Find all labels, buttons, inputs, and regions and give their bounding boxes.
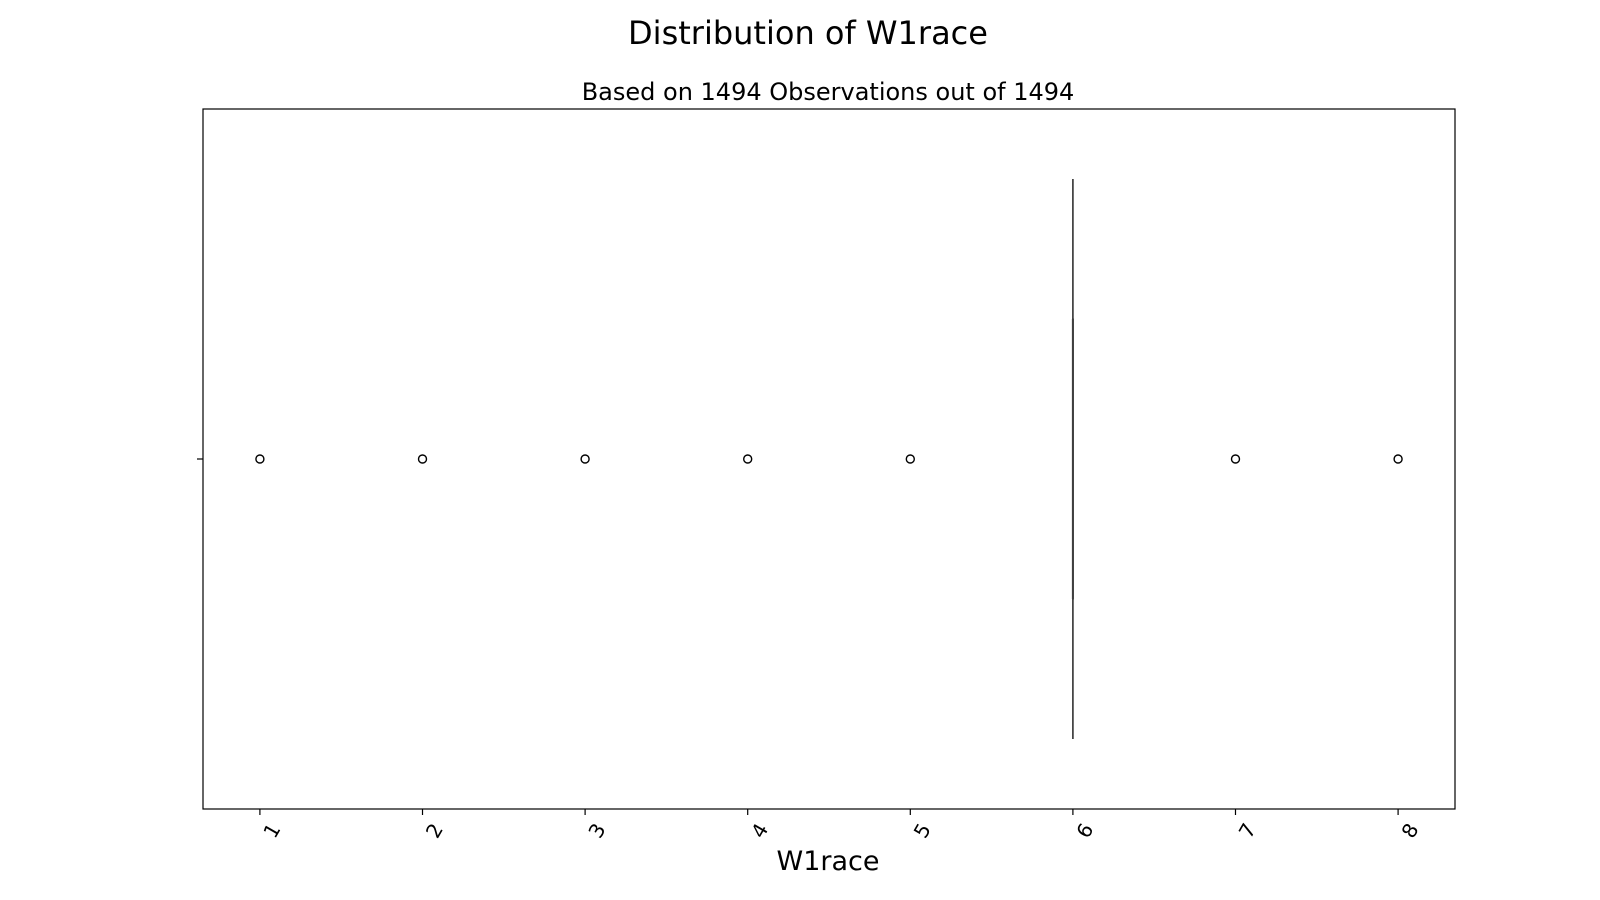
outlier-points — [255, 454, 1403, 464]
chart-title: Distribution of W1race — [628, 14, 988, 52]
outlier-point — [1230, 454, 1241, 464]
x-tick-label: 5 — [909, 819, 936, 842]
x-tick-label: 4 — [746, 819, 773, 842]
outlier-point — [255, 454, 265, 464]
outlier-point — [743, 454, 753, 464]
chart-subtitle: Based on 1494 Observations out of 1494 — [582, 78, 1075, 106]
plot-area-frame — [202, 108, 1456, 810]
x-tick-label: 6 — [1071, 819, 1098, 842]
outlier-point — [417, 454, 428, 464]
x-tick-label: 2 — [421, 819, 448, 842]
x-tick-label: 7 — [1234, 819, 1261, 842]
x-axis-ticks: 1 2 3 4 5 6 7 8 — [258, 809, 1424, 842]
x-tick-label: 1 — [258, 819, 285, 842]
x-axis-label: W1race — [777, 846, 880, 877]
x-tick-label: 3 — [583, 819, 610, 842]
outlier-point — [1393, 454, 1403, 464]
x-tick-label: 8 — [1396, 819, 1423, 842]
outlier-point — [580, 454, 590, 464]
outlier-point — [905, 454, 915, 464]
